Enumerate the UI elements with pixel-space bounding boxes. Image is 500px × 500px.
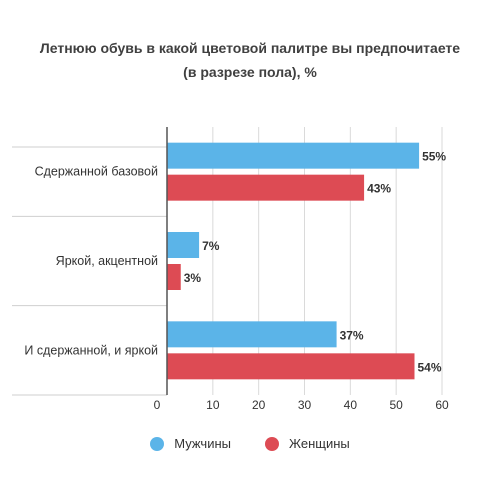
data-label-men-0: 55% <box>422 150 446 164</box>
chart-title-line-1: Летнюю обувь в какой цветовой палитре вы… <box>39 40 461 56</box>
legend-marker-women <box>265 436 279 451</box>
legend: Мужчины Женщины <box>0 436 500 451</box>
legend-item-men: Мужчины <box>150 436 231 451</box>
x-tick-label-50: 50 <box>389 398 403 412</box>
category-label-1: Яркой, акцентной <box>56 254 158 268</box>
bar-men-1 <box>167 232 200 258</box>
chart-title: Летнюю обувь в какой цветовой палитре вы… <box>0 36 500 84</box>
data-label-men-2: 37% <box>340 328 364 342</box>
bar-women-0 <box>167 174 365 201</box>
x-tick-label-40: 40 <box>344 398 358 412</box>
chart-title-line-2: (в разрезе пола), % <box>183 64 317 80</box>
bar-chart: 55% 43% Сдержанной базовой 7% 3% Яркой, акцен… <box>12 127 449 412</box>
data-label-women-2: 54% <box>418 360 442 374</box>
x-tick-label-60: 60 <box>435 398 449 412</box>
x-tick-label-20: 20 <box>252 398 266 412</box>
bar-women-2 <box>167 353 415 380</box>
x-tick-label-30: 30 <box>298 398 312 412</box>
legend-item-women: Женщины <box>265 436 350 451</box>
legend-label-women: Женщины <box>289 436 350 451</box>
legend-marker-men <box>150 436 165 451</box>
category-label-0: Сдержанной базовой <box>35 165 158 179</box>
legend-label-men: Мужчины <box>174 436 231 451</box>
bar-men-2 <box>167 321 337 348</box>
x-tick-label-0: 0 <box>154 398 161 412</box>
bar-women-1 <box>167 264 181 290</box>
data-label-women-0: 43% <box>367 182 391 196</box>
category-label-2: И сдержанной, и яркой <box>24 343 158 357</box>
data-label-men-1: 7% <box>202 239 220 253</box>
bar-men-0 <box>167 142 420 169</box>
data-label-women-1: 3% <box>184 271 202 285</box>
x-tick-label-10: 10 <box>206 398 220 412</box>
